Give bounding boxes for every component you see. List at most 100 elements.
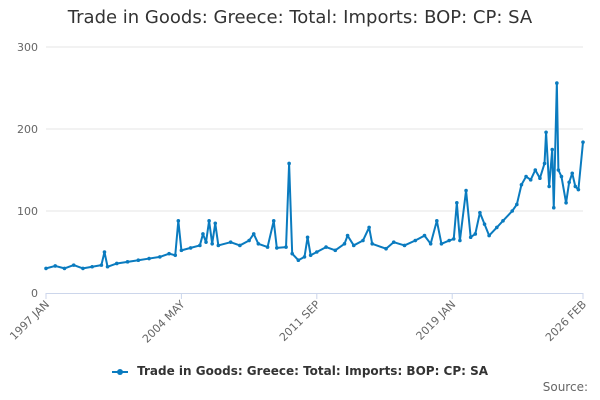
data-point[interactable] (136, 258, 141, 263)
data-point[interactable] (524, 174, 528, 179)
data-point[interactable] (207, 219, 211, 223)
data-point[interactable] (204, 240, 208, 244)
data-point[interactable] (247, 238, 251, 243)
data-point[interactable] (570, 171, 575, 176)
data-point[interactable] (105, 264, 110, 269)
data-point[interactable] (538, 176, 542, 180)
data-point[interactable] (90, 264, 94, 269)
data-point[interactable] (413, 238, 418, 243)
data-point[interactable] (458, 238, 462, 243)
data-point[interactable] (62, 266, 67, 271)
data-point[interactable] (213, 221, 218, 226)
legend[interactable]: Trade in Goods: Greece: Total: Imports: … (0, 364, 600, 378)
data-point[interactable] (53, 264, 58, 268)
data-point[interactable] (315, 250, 319, 254)
data-point[interactable] (114, 261, 119, 266)
data-point[interactable] (198, 243, 202, 248)
data-point[interactable] (581, 140, 585, 144)
data-point[interactable] (308, 253, 313, 258)
data-point[interactable] (542, 161, 547, 166)
data-point[interactable] (391, 240, 396, 244)
grid-layer (46, 46, 583, 212)
data-point[interactable] (71, 263, 76, 267)
data-point[interactable] (515, 202, 519, 207)
data-point[interactable] (210, 242, 214, 246)
data-point[interactable] (271, 219, 276, 223)
data-point[interactable] (533, 168, 538, 172)
data-point[interactable] (573, 184, 578, 189)
data-point[interactable] (501, 219, 505, 223)
data-point[interactable] (361, 238, 365, 243)
data-point[interactable] (576, 187, 581, 192)
data-point[interactable] (284, 245, 288, 249)
data-point[interactable] (487, 233, 491, 238)
data-point[interactable] (44, 266, 48, 271)
data-point[interactable] (567, 180, 571, 185)
series-layer (44, 81, 585, 271)
data-point[interactable] (510, 209, 515, 213)
data-point[interactable] (439, 242, 444, 246)
data-point[interactable] (333, 248, 338, 253)
data-point[interactable] (81, 266, 85, 271)
x-tick-label: 2004 MAY (140, 298, 188, 346)
data-point[interactable] (302, 255, 307, 259)
data-point[interactable] (228, 240, 233, 244)
data-point[interactable] (351, 243, 356, 248)
data-point[interactable] (147, 256, 151, 261)
data-point[interactable] (167, 251, 171, 256)
data-point[interactable] (275, 246, 279, 250)
data-point[interactable] (550, 147, 555, 152)
data-point[interactable] (290, 251, 294, 256)
data-point[interactable] (99, 263, 104, 267)
data-point[interactable] (519, 182, 524, 187)
data-point[interactable] (345, 233, 350, 238)
data-point[interactable] (555, 81, 559, 85)
data-point[interactable] (201, 232, 205, 236)
data-point[interactable] (370, 242, 375, 246)
data-point[interactable] (216, 243, 221, 248)
data-point[interactable] (564, 201, 568, 205)
data-point[interactable] (447, 238, 451, 243)
data-point[interactable] (464, 188, 468, 193)
data-point[interactable] (173, 253, 178, 258)
data-point[interactable] (402, 243, 407, 248)
data-point[interactable] (342, 242, 347, 246)
data-point[interactable] (544, 130, 548, 135)
data-point[interactable] (125, 260, 130, 264)
data-point[interactable] (265, 245, 270, 249)
data-point[interactable] (179, 248, 184, 253)
data-point[interactable] (473, 232, 478, 236)
data-point[interactable] (435, 219, 439, 223)
data-point[interactable] (287, 161, 291, 166)
data-point[interactable] (528, 178, 533, 182)
data-point[interactable] (367, 225, 371, 230)
data-point[interactable] (478, 210, 482, 215)
data-point[interactable] (547, 184, 551, 189)
data-point[interactable] (451, 237, 456, 241)
data-point[interactable] (455, 201, 459, 205)
data-point[interactable] (176, 219, 181, 223)
data-point[interactable] (251, 232, 256, 236)
data-point[interactable] (482, 222, 487, 226)
data-point[interactable] (551, 205, 556, 210)
y-tick-label: 0 (31, 287, 38, 300)
x-tick-label: 2026 FEB (543, 298, 589, 344)
data-point[interactable] (324, 245, 328, 249)
data-point[interactable] (158, 255, 162, 259)
data-point[interactable] (422, 233, 427, 238)
data-point[interactable] (238, 243, 242, 248)
data-point[interactable] (428, 242, 433, 246)
data-point[interactable] (305, 235, 310, 240)
data-point[interactable] (559, 174, 564, 179)
data-point[interactable] (556, 168, 561, 172)
data-point[interactable] (384, 246, 388, 251)
data-point[interactable] (495, 225, 499, 230)
data-point[interactable] (256, 242, 261, 246)
data-point[interactable] (296, 258, 301, 263)
data-point[interactable] (468, 235, 473, 240)
series-line[interactable] (45, 82, 584, 270)
data-point[interactable] (188, 246, 193, 250)
data-point[interactable] (102, 250, 107, 254)
y-tick-label: 200 (17, 123, 38, 136)
